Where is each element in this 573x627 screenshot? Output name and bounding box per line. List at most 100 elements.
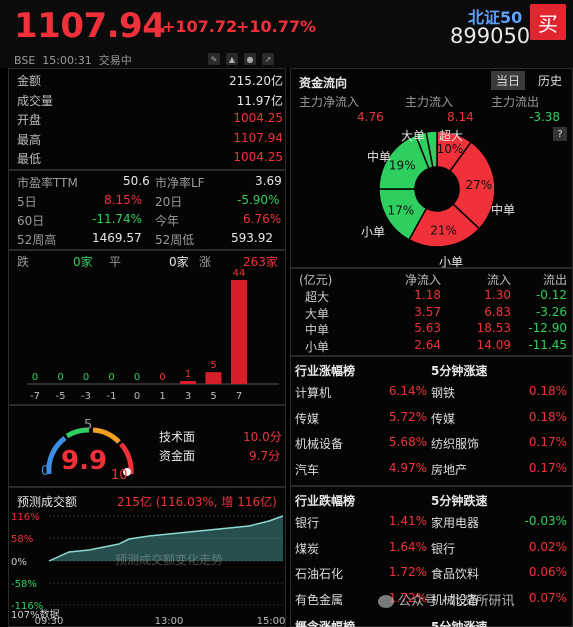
donut-label-big: 大单 <box>401 129 426 143</box>
rank-item-value: 1.72% <box>388 565 427 579</box>
down-label: 跌 <box>17 255 30 269</box>
quote-row-label: 最高 <box>17 132 42 147</box>
up-count: 263家 <box>243 255 278 269</box>
forecast-y-label: 58% <box>11 534 33 545</box>
loss-rank-title: 行业跌幅榜 <box>295 494 356 508</box>
quote-row: 成交量 11.97亿 <box>17 92 283 108</box>
valuation-stats-panel: 市盈率TTM 50.6 市净率LF 3.69 5日 8.15% 20日 -5.9… <box>8 170 286 250</box>
exchange-time-status: BSE 15:00:31 交易中 <box>14 52 132 68</box>
ytd-label: 今年 <box>155 214 180 228</box>
donut-slice <box>448 141 496 230</box>
low52-label: 52周低 <box>155 233 195 247</box>
rank-item-value: 0.02% <box>528 539 567 554</box>
dist-axis-label: 1 <box>159 391 165 402</box>
up-label: 涨 <box>199 255 212 269</box>
buy-button[interactable]: 买 <box>530 4 566 40</box>
rank-item-name: 汽车 <box>295 462 320 477</box>
dist-bar <box>205 372 222 384</box>
flow-table-net: 1.18 <box>414 288 441 302</box>
flow-table-in: 6.83 <box>484 304 511 319</box>
dist-bar <box>231 280 247 384</box>
flow-table-out: -0.12 <box>535 288 567 302</box>
rank-item-name: 纺织服饰 <box>431 437 480 451</box>
tab-history[interactable]: 历史 <box>538 74 563 88</box>
dist-axis-label: 5 <box>210 391 216 402</box>
main-in-label: 主力流入 <box>405 95 454 109</box>
dist-bar <box>180 381 196 384</box>
fund-label: 资金面 <box>159 449 196 463</box>
index-code: 899050 <box>450 24 531 48</box>
rank-item-name: 机械设备 <box>295 437 344 451</box>
watermark-text: 公众号 · 北交所研讯 <box>378 590 515 609</box>
quote-row-label: 最低 <box>17 152 42 166</box>
rank-item-name: 钢铁 <box>431 386 456 400</box>
forecast-turnover-panel: 预测成交额 215亿 (116.03%, 增 116亿) 116% 58% 0% -5… <box>8 487 286 627</box>
quote-time: 15:00:31 <box>42 54 92 67</box>
rank-item-value: 5.68% <box>388 435 427 449</box>
donut-label-small-bottom: 小单 <box>439 255 464 269</box>
rank-item-value: 1.41% <box>388 514 427 528</box>
dist-value-label: 1 <box>185 369 191 380</box>
quote-row-label: 开盘 <box>17 113 42 127</box>
rank-item-value: 0.17% <box>528 435 567 449</box>
flow-title: 资金流向 <box>299 76 348 90</box>
help-icon[interactable]: ? <box>553 127 567 141</box>
rank-item-name: 机械设备 <box>431 592 480 607</box>
forecast-line-chart: 116% 58% 0% -58% -116% 预测成交额变化走势 09:30 13:00 15:… <box>11 512 285 626</box>
capital-flow-table: (亿元) 净流入 流入 流出 超大 1.18 1.30 -0.12 大单 3.57 6.83 -3.2… <box>290 268 573 356</box>
rank-item-name: 家用电器 <box>431 516 480 530</box>
flow-table-in: 14.09 <box>476 337 511 352</box>
tech-score: 10.0分 <box>243 430 282 444</box>
donut-pct-label: 27% <box>465 178 492 192</box>
low52-value: 593.92 <box>231 231 273 245</box>
flow-table-in: 18.53 <box>476 321 511 335</box>
main-out-label: 主力流出 <box>491 95 540 109</box>
dist-value-label: 0 <box>57 372 63 383</box>
forecast-x-label: 09:30 <box>35 616 64 626</box>
quote-row-label: 成交量 <box>17 93 54 108</box>
rank-item-value: 5.72% <box>388 409 427 424</box>
alert-icon[interactable]: ▲ <box>226 53 238 65</box>
donut-pct-label: 10% <box>437 142 464 156</box>
speed-down-title: 5分钟跌速 <box>431 494 488 508</box>
last-price: 1107.94 <box>14 6 166 46</box>
forecast-watermark: 预测成交额变化走势 <box>115 552 223 567</box>
flow-table-header: 流出 <box>542 273 567 287</box>
dist-value-label: 5 <box>210 360 216 371</box>
pb-label: 市净率LF <box>155 176 205 190</box>
quote-row-value: 11.97亿 <box>236 93 283 108</box>
dist-axis-label: -7 <box>30 391 40 402</box>
donut-slice <box>408 203 481 248</box>
dist-axis-label: 0 <box>134 391 140 402</box>
donut-label-super: 超大 <box>439 129 464 143</box>
flow-table-row-name: 小单 <box>305 339 330 354</box>
share-icon[interactable]: ↗ <box>262 53 274 65</box>
dist-value-label: 0 <box>83 372 89 383</box>
dist-axis-label: 3 <box>185 391 191 402</box>
gauge-score: 9.9 <box>61 446 108 476</box>
gain-rank-title: 行业涨幅榜 <box>295 364 356 378</box>
gauge-min: 0 <box>41 464 50 479</box>
industry-loss-ranking: 行业跌幅榜 5分钟跌速 概念涨幅榜 5分钟涨速 银行 1.41% 煤炭 1.64% 石油… <box>290 486 573 627</box>
pe-value: 50.6 <box>123 174 150 188</box>
concept-rank-title: 概念涨幅榜 <box>295 620 356 627</box>
rank-item-value: 0.17% <box>528 460 567 475</box>
flow-table-in: 1.30 <box>484 288 511 302</box>
rank-item-name: 传媒 <box>295 411 320 426</box>
basic-quote-panel: 金额 215.20亿 成交量 11.97亿 开盘 1004.25 最高 1107.94 最低 10… <box>8 68 286 170</box>
tab-today[interactable]: 当日 <box>491 71 526 90</box>
flow-table-header: 净流入 <box>404 273 441 287</box>
edit-icon[interactable]: ✎ <box>208 53 220 65</box>
forecast-x-label: 13:00 <box>155 616 184 626</box>
bell-icon[interactable]: ● <box>244 53 256 65</box>
rank-item-value: 1.64% <box>388 539 427 554</box>
rank-item-value: 4.97% <box>388 460 427 475</box>
rank-item-value: 0.18% <box>528 409 567 424</box>
forecast-y-label: 116% <box>11 512 40 523</box>
d5-value: 8.15% <box>104 193 143 207</box>
rank-item-name: 计算机 <box>295 386 332 400</box>
rank-item-name: 房地产 <box>431 462 468 477</box>
fund-score: 9.7分 <box>249 449 281 463</box>
quote-row: 金额 215.20亿 <box>17 72 283 88</box>
dist-value-label: 0 <box>159 372 165 383</box>
